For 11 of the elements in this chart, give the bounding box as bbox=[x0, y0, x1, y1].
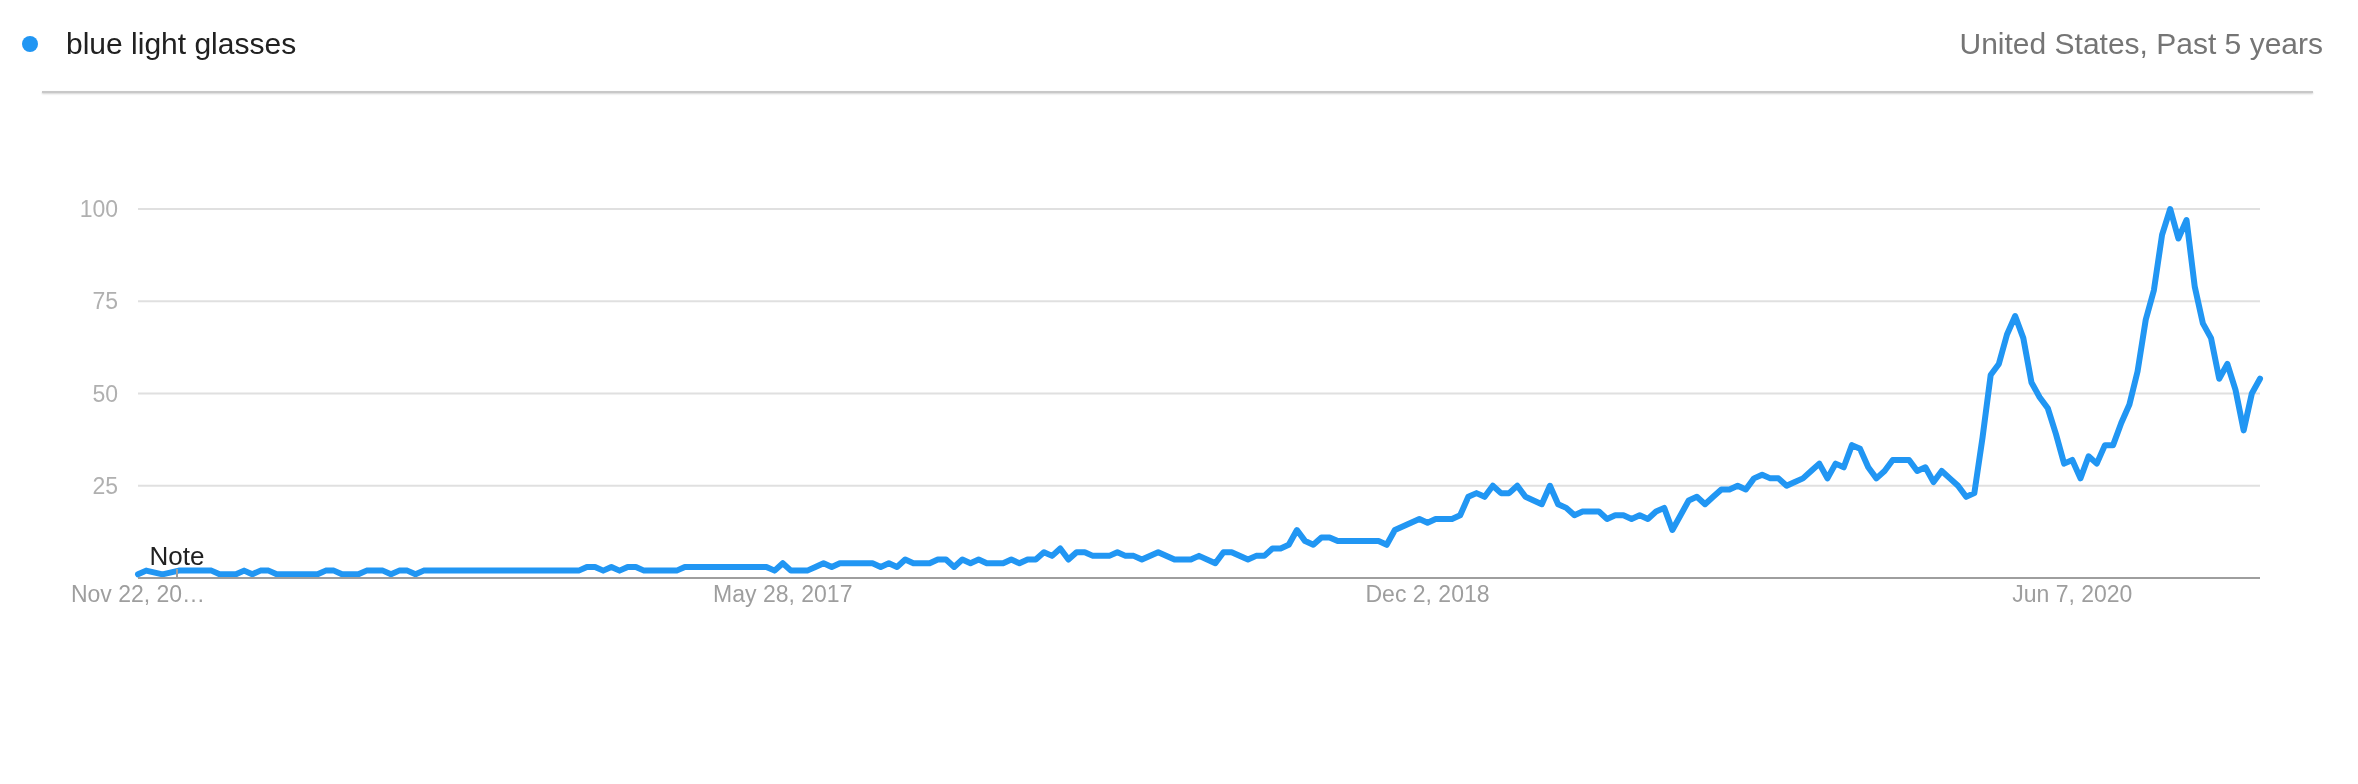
y-tick-label: 50 bbox=[92, 380, 118, 407]
x-tick-label: May 28, 2017 bbox=[713, 581, 853, 608]
chart-subtitle: United States, Past 5 years bbox=[1959, 27, 2323, 60]
annotation: Note bbox=[149, 541, 205, 571]
x-tick-label: Nov 22, 20… bbox=[70, 581, 206, 608]
x-tick-label: Dec 2, 2018 bbox=[1365, 581, 1490, 608]
y-tick-label: 75 bbox=[92, 288, 118, 315]
x-tick-label: Jun 7, 2020 bbox=[2012, 581, 2133, 608]
legend-label: blue light glasses bbox=[66, 26, 297, 62]
y-tick-label: 25 bbox=[92, 472, 118, 499]
y-tick-label: 100 bbox=[79, 196, 118, 223]
